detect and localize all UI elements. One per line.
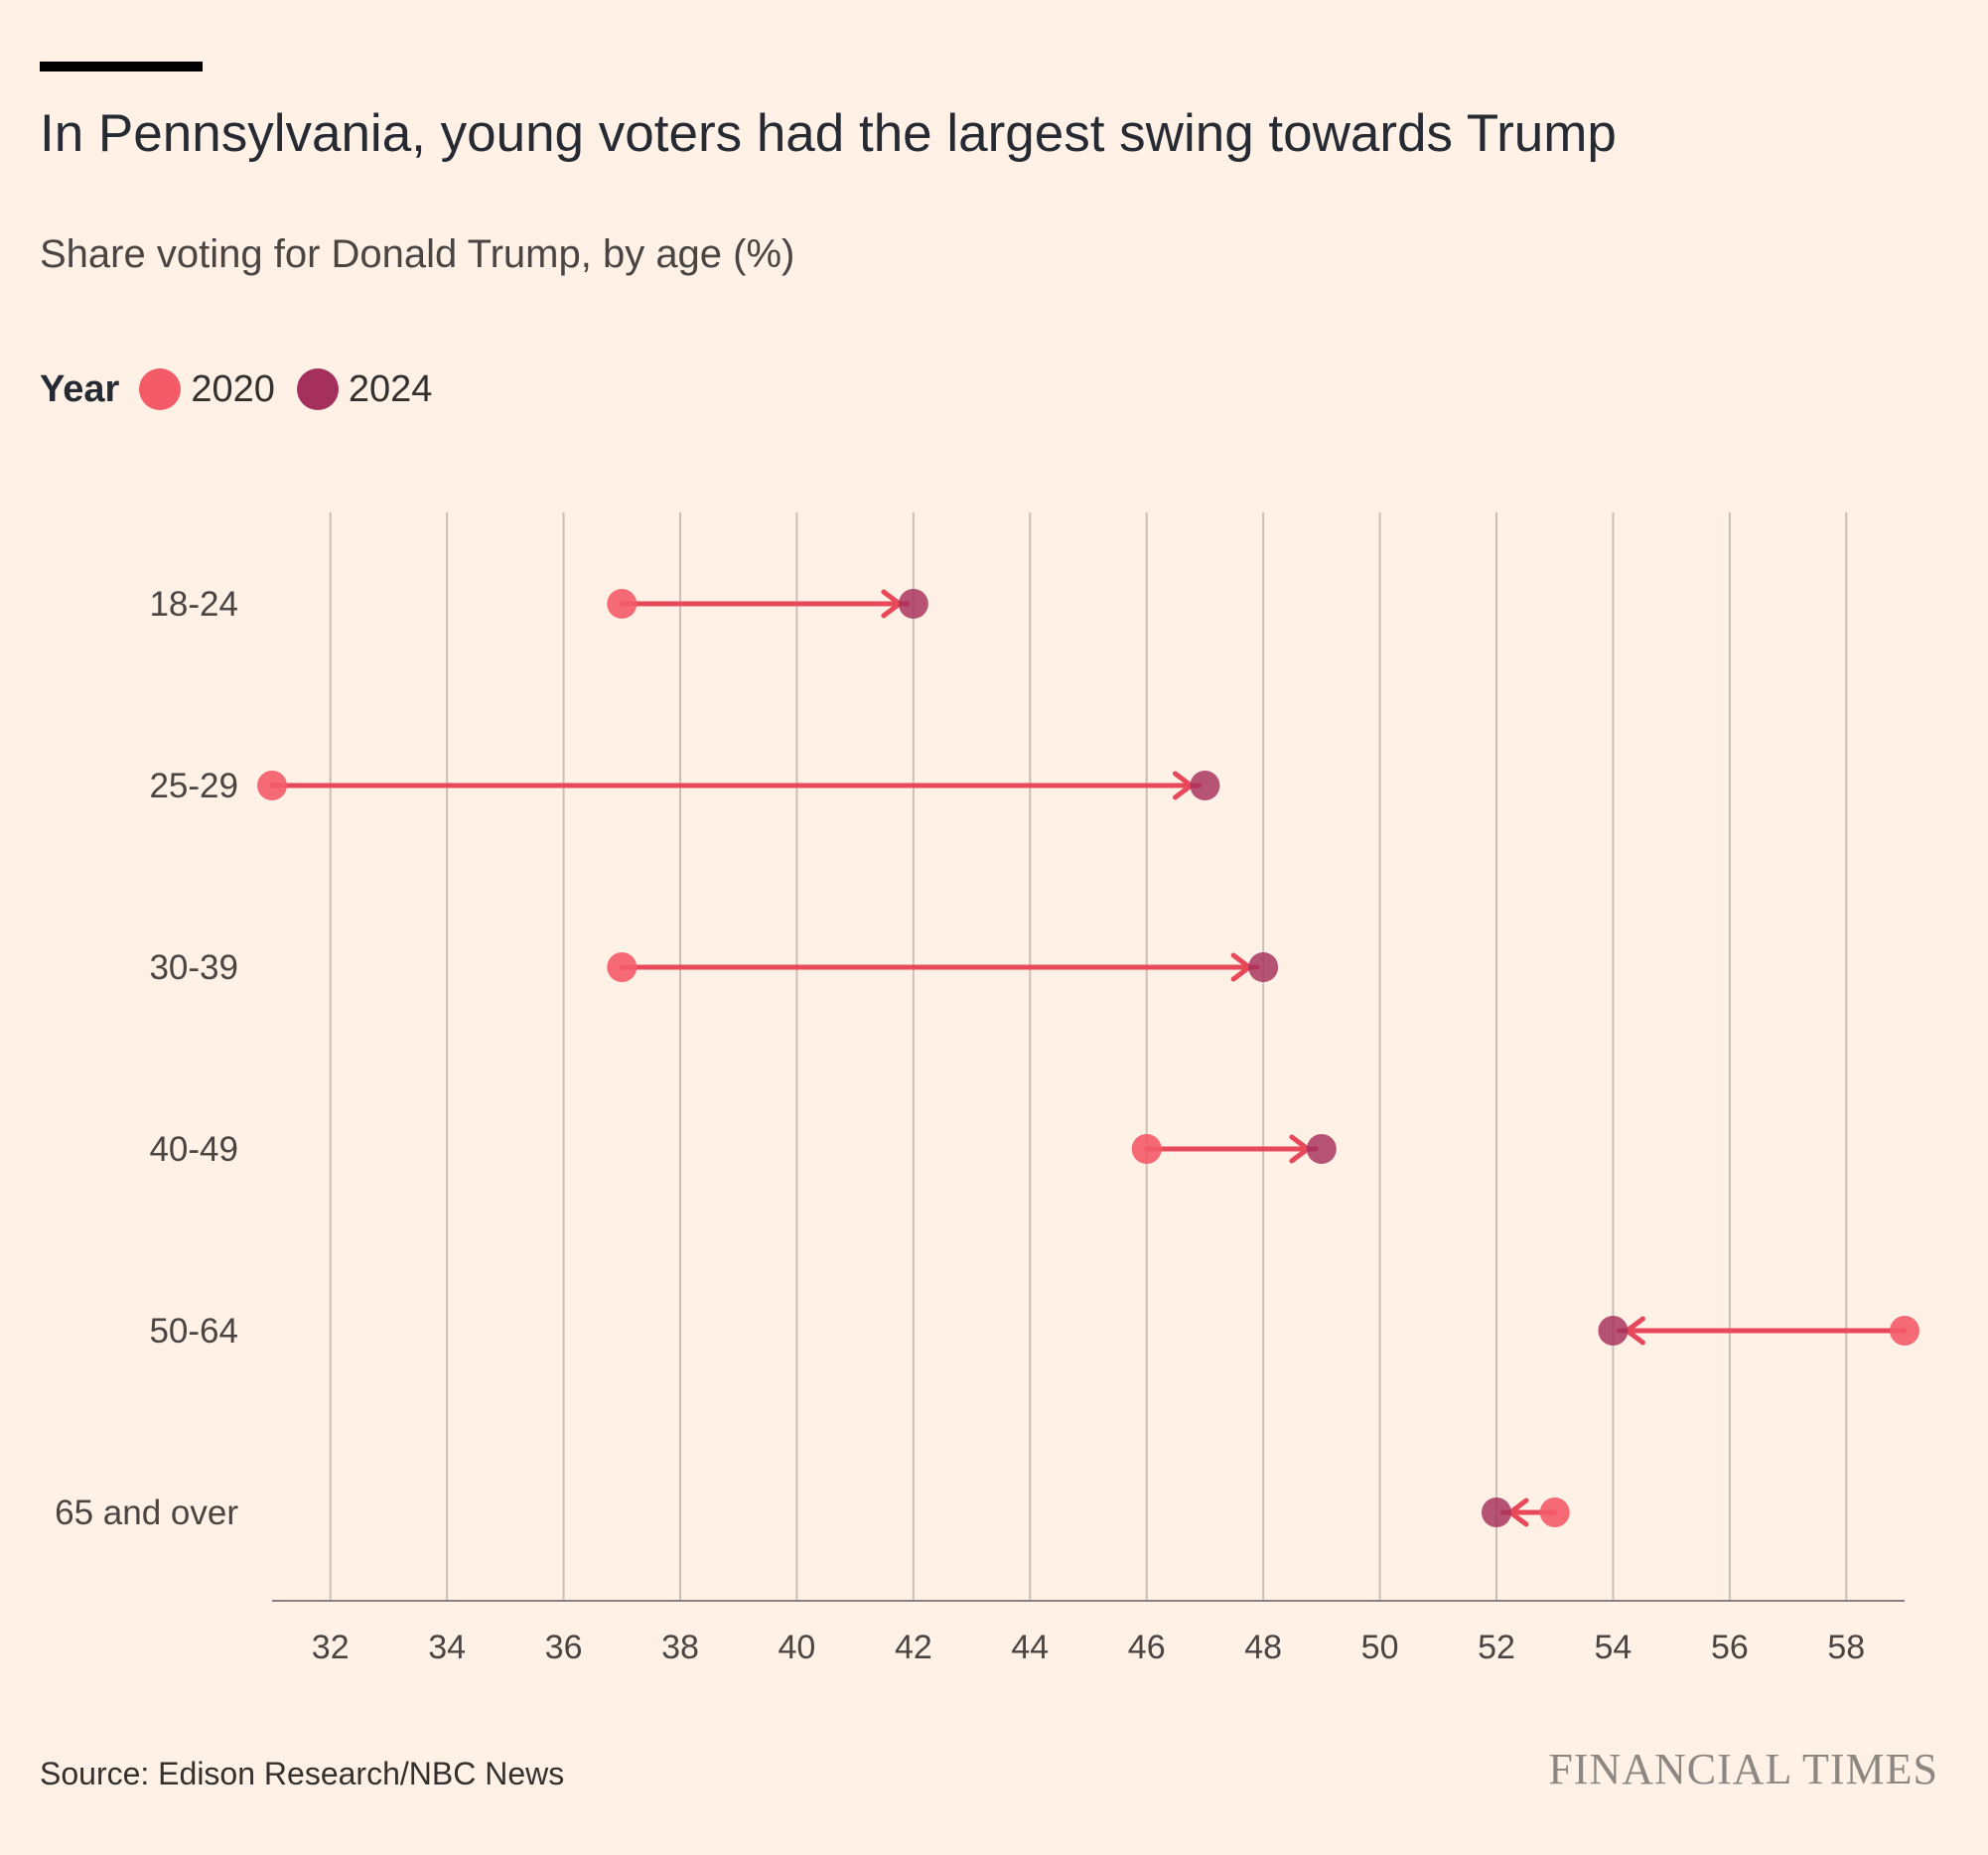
point-2020-25-29 bbox=[257, 771, 287, 800]
point-2020-30-39 bbox=[607, 952, 638, 982]
x-tick-label-46: 46 bbox=[1128, 1629, 1166, 1666]
point-2020-65-and-over bbox=[1539, 1498, 1570, 1527]
x-tick-label-50: 50 bbox=[1361, 1629, 1399, 1666]
brand-logo: FINANCIAL TIMES bbox=[1548, 1745, 1938, 1793]
legend-label-2020: 2020 bbox=[191, 367, 275, 410]
point-2020-18-24 bbox=[607, 589, 638, 619]
category-label-40-49: 40-49 bbox=[149, 1130, 238, 1169]
x-tick-label-58: 58 bbox=[1827, 1629, 1865, 1666]
legend-item-2024: 2024 bbox=[296, 367, 433, 411]
legend-item-2020: 2020 bbox=[139, 368, 275, 411]
x-tick-label-48: 48 bbox=[1244, 1629, 1282, 1666]
legend-swatch-2020 bbox=[139, 368, 182, 410]
legend-swatch-2024 bbox=[296, 368, 339, 410]
chart-subtitle: Share voting for Donald Trump, by age (%… bbox=[40, 232, 795, 276]
point-2024-50-64 bbox=[1598, 1316, 1629, 1346]
legend-title: Year bbox=[40, 367, 120, 410]
category-label-30-39: 30-39 bbox=[149, 948, 238, 987]
category-label-25-29: 25-29 bbox=[149, 767, 238, 805]
category-label-65-and-over: 65 and over bbox=[55, 1494, 238, 1532]
point-2024-25-29 bbox=[1190, 771, 1220, 800]
point-2020-40-49 bbox=[1131, 1134, 1162, 1164]
x-tick-label-56: 56 bbox=[1711, 1629, 1749, 1666]
source-note: Source: Edison Research/NBC News bbox=[40, 1756, 565, 1791]
point-2024-18-24 bbox=[898, 589, 928, 619]
x-tick-label-54: 54 bbox=[1595, 1629, 1633, 1666]
x-tick-label-32: 32 bbox=[312, 1629, 350, 1666]
x-tick-label-40: 40 bbox=[779, 1629, 816, 1666]
x-tick-label-36: 36 bbox=[545, 1629, 583, 1666]
x-tick-label-52: 52 bbox=[1478, 1629, 1515, 1666]
x-tick-label-34: 34 bbox=[428, 1629, 466, 1666]
category-label-50-64: 50-64 bbox=[149, 1312, 238, 1351]
point-2024-65-and-over bbox=[1482, 1498, 1511, 1527]
point-2024-30-39 bbox=[1248, 952, 1279, 982]
category-label-18-24: 18-24 bbox=[149, 585, 238, 624]
chart-title: In Pennsylvania, young voters had the la… bbox=[40, 104, 1617, 163]
legend-label-2024: 2024 bbox=[348, 367, 433, 410]
legend: Year 2020 2024 bbox=[40, 367, 454, 411]
x-tick-label-38: 38 bbox=[661, 1629, 699, 1666]
title-rule bbox=[40, 62, 203, 71]
point-2024-40-49 bbox=[1306, 1134, 1337, 1164]
point-2020-50-64 bbox=[1890, 1316, 1919, 1346]
x-tick-label-42: 42 bbox=[895, 1629, 932, 1666]
x-tick-label-44: 44 bbox=[1011, 1629, 1049, 1666]
